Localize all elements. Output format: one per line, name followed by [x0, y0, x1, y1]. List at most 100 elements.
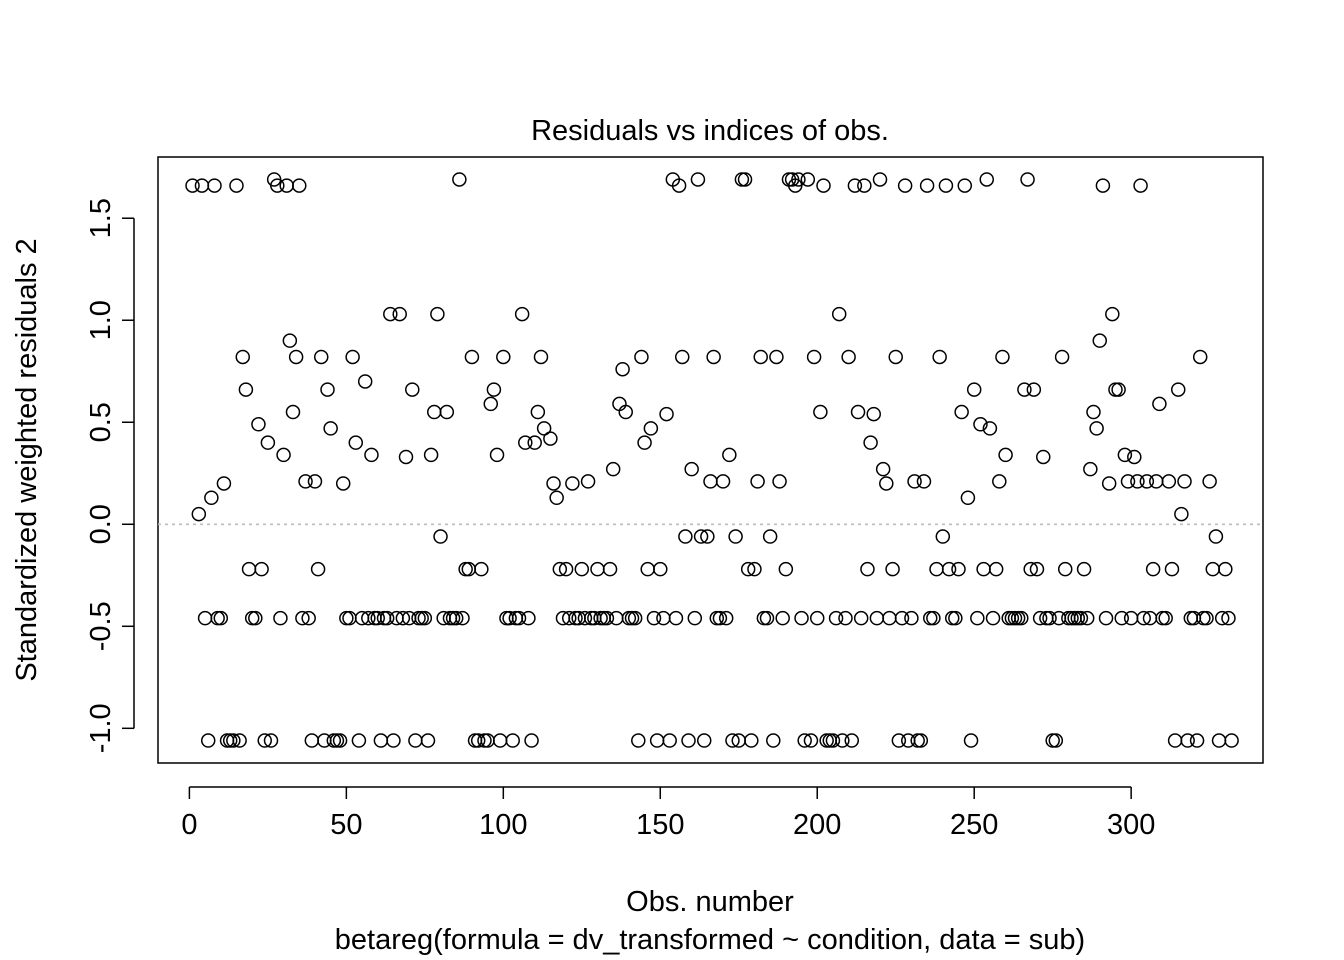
data-point [470, 733, 486, 748]
data-point [853, 610, 869, 626]
data-point [794, 610, 809, 626]
data-point [1127, 449, 1142, 465]
data-point [1224, 733, 1239, 748]
data-point [417, 610, 433, 626]
data-point [935, 529, 951, 544]
data-point [1054, 349, 1070, 365]
data-point [659, 406, 674, 422]
data-point [951, 561, 966, 577]
data-point [734, 172, 750, 187]
data-point [681, 733, 696, 748]
data-point [229, 178, 244, 193]
data-point [1117, 447, 1133, 463]
data-point [1101, 476, 1117, 491]
data-point [342, 610, 357, 626]
data-point [690, 172, 706, 187]
data-point [1042, 610, 1057, 626]
data-point [963, 733, 979, 748]
data-point [1023, 561, 1038, 577]
data-point [474, 561, 489, 577]
data-point [998, 447, 1013, 463]
data-point [207, 178, 222, 193]
data-point [448, 610, 464, 626]
data-point [932, 349, 947, 365]
data-point [1014, 610, 1029, 626]
data-point [197, 610, 213, 626]
data-point [844, 733, 860, 748]
data-point [1133, 178, 1148, 193]
data-point [1026, 382, 1042, 397]
data-point [1208, 529, 1224, 544]
data-point [185, 178, 200, 193]
x-axis: 0 50 100 150 200 250 300 [181, 786, 1155, 841]
data-point [602, 561, 618, 577]
data-point [533, 349, 549, 365]
data-point [263, 733, 279, 748]
y-tick-label: 1.0 [85, 300, 117, 340]
data-point [320, 382, 335, 397]
data-point [1108, 382, 1123, 397]
data-point [609, 610, 624, 626]
data-point [649, 733, 665, 748]
data-point [1086, 404, 1101, 420]
y-tick-label: -1.0 [85, 703, 117, 753]
data-point [938, 178, 954, 193]
data-point [747, 561, 762, 577]
data-point [213, 610, 229, 626]
data-point [1120, 474, 1136, 489]
data-point [461, 561, 477, 577]
data-point [596, 610, 612, 626]
data-point [891, 733, 907, 748]
data-point [769, 349, 784, 365]
data-point [797, 733, 812, 748]
data-point [1089, 421, 1104, 436]
plot-frame [157, 156, 1264, 764]
data-point [640, 561, 655, 577]
model-formula-subtitle: betareg(formula = dv_transformed ~ condi… [335, 924, 1085, 956]
data-point [364, 447, 379, 463]
y-axis: -1.0 -0.5 0.0 0.5 1.0 1.5 [85, 198, 135, 753]
data-point [398, 449, 414, 465]
data-point [489, 447, 505, 463]
data-point [875, 461, 891, 477]
data-point [1079, 610, 1095, 626]
y-tick-label: -0.5 [85, 601, 117, 651]
data-point [995, 349, 1010, 365]
data-point [254, 561, 269, 577]
data-point [618, 404, 633, 420]
data-point [232, 733, 247, 748]
data-point [888, 349, 903, 365]
data-point [433, 529, 448, 544]
data-point [1158, 610, 1173, 626]
data-point [916, 474, 932, 489]
data-point [332, 733, 348, 748]
x-tick-label: 150 [636, 809, 684, 841]
data-point [816, 178, 831, 193]
data-point [194, 178, 210, 193]
data-point [671, 178, 687, 193]
data-point [668, 610, 684, 626]
data-point [216, 476, 232, 491]
data-point [624, 610, 640, 626]
data-point [791, 172, 806, 187]
data-point [831, 306, 847, 322]
data-point [251, 417, 266, 432]
data-point [809, 610, 825, 626]
data-point [1032, 610, 1048, 626]
data-point [700, 529, 715, 544]
data-point [452, 172, 467, 187]
data-point [1221, 610, 1236, 626]
data-point [552, 561, 568, 577]
data-point [653, 561, 668, 577]
data-point [383, 306, 398, 322]
data-point [599, 610, 615, 626]
data-point [703, 474, 718, 489]
data-point [1048, 733, 1064, 748]
data-point [1139, 474, 1155, 489]
y-tick-label: 0.0 [85, 504, 117, 544]
data-point [885, 561, 900, 577]
data-point [241, 561, 257, 577]
x-tick-label: 250 [950, 809, 998, 841]
data-point [1155, 610, 1170, 626]
data-point [913, 733, 929, 748]
